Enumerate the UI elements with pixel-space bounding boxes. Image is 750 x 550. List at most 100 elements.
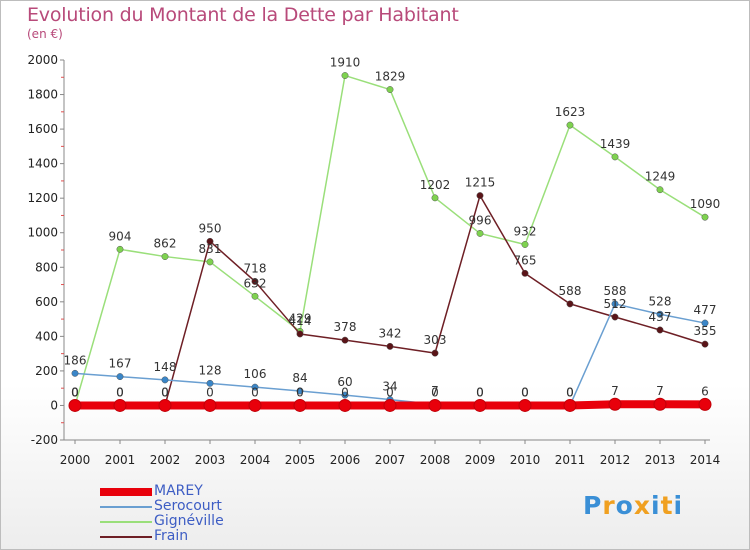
data-label-gignéville: 0 [71,385,79,399]
data-label-frain: 718 [244,261,267,275]
data-point-serocourt [611,300,619,308]
data-point-gignéville [116,245,124,253]
data-label-frain: 1215 [465,176,496,190]
y-tick-label: 1600 [27,122,58,136]
data-label-marey: 0 [161,385,169,399]
y-tick-label: 1000 [27,226,58,240]
data-label-serocourt: 84 [292,371,307,385]
data-label-frain: 414 [289,314,312,328]
data-label-marey: 0 [116,385,124,399]
data-point-frain [251,277,259,285]
data-point-serocourt [71,369,79,377]
x-tick-label: 2012 [600,453,631,467]
data-point-marey [293,398,307,412]
chart-subtitle: (en €) [27,27,63,41]
legend-item: Gignéville [100,514,224,529]
data-point-serocourt [251,383,259,391]
data-label-serocourt: 0 [476,385,484,399]
data-point-marey [473,398,487,412]
data-point-serocourt [656,310,664,318]
data-label-frain: 950 [199,221,222,235]
data-point-frain [296,330,304,338]
data-point-gignéville [206,258,214,266]
legend-label: Frain [154,528,189,544]
x-tick-label: 2002 [150,453,181,467]
data-label-marey: 6 [701,384,709,398]
data-label-gignéville: 1829 [375,70,406,84]
data-point-gignéville [566,121,574,129]
chart-title: Evolution du Montant de la Dette par Hab… [27,4,459,26]
data-label-marey: 7 [611,384,619,398]
y-tick-label: -200 [31,433,58,447]
data-point-gignéville [161,253,169,261]
data-label-gignéville: 1202 [420,178,451,192]
x-tick-label: 2008 [420,453,451,467]
data-label-marey: 0 [476,385,484,399]
data-point-marey [248,398,262,412]
data-label-marey: 0 [341,385,349,399]
proxiti-logo: Proxiti [583,491,684,520]
legend-item: Serocourt [100,499,224,514]
data-label-marey: 0 [71,385,79,399]
data-point-frain [611,313,619,321]
data-label-serocourt: 60 [337,375,352,389]
x-tick-label: 2014 [690,453,721,467]
data-label-gignéville: 632 [244,276,267,290]
data-point-marey [518,398,532,412]
data-point-marey [383,398,397,412]
data-point-marey [698,397,712,411]
x-tick-label: 2005 [285,453,316,467]
data-label-serocourt: 7 [431,384,439,398]
data-point-marey [653,397,667,411]
x-tick-label: 2001 [105,453,136,467]
y-tick-label: 400 [35,329,58,343]
data-label-serocourt: 128 [199,363,222,377]
y-tick-label: 800 [35,260,58,274]
data-label-gignéville: 932 [514,224,537,238]
data-point-serocourt [296,387,304,395]
data-label-frain: 355 [694,324,717,338]
data-label-frain: 765 [514,253,537,267]
data-label-frain: 342 [379,326,402,340]
data-point-marey [158,398,172,412]
data-point-gignéville [611,153,619,161]
data-point-gignéville [341,72,349,79]
x-tick-label: 2000 [60,453,91,467]
x-tick-label: 2010 [510,453,541,467]
data-label-marey: 0 [521,385,529,399]
x-tick-label: 2006 [330,453,361,467]
legend-swatch [100,535,152,538]
data-point-frain [566,300,574,308]
data-label-serocourt: 477 [694,303,717,317]
legend-swatch [100,520,152,523]
x-tick-label: 2009 [465,453,496,467]
legend-swatch [100,505,152,508]
data-label-frain: 437 [649,310,672,324]
data-point-gignéville [476,229,484,237]
legend-label: Gignéville [154,513,224,529]
data-label-gignéville: 904 [109,229,132,243]
data-label-serocourt: 186 [64,353,87,367]
x-tick-label: 2004 [240,453,271,467]
data-label-serocourt: 528 [649,294,672,308]
legend-label: Serocourt [154,498,222,514]
data-point-frain [701,340,709,348]
y-tick-label: 600 [35,295,58,309]
data-label-gignéville: 996 [469,213,492,227]
data-label-serocourt: 0 [521,385,529,399]
data-point-frain [476,192,484,200]
data-label-gignéville: 1439 [600,137,631,151]
data-point-gignéville [386,86,394,93]
data-label-marey: 0 [386,385,394,399]
y-tick-label: 0 [50,398,58,412]
data-point-frain [656,326,664,334]
data-point-frain [521,269,529,277]
data-label-marey: 0 [251,385,259,399]
y-tick-label: 1800 [27,88,58,102]
data-label-serocourt: 34 [382,380,397,394]
data-label-gignéville: 1910 [330,56,361,70]
data-point-gignéville [251,292,259,300]
data-label-serocourt: 106 [244,367,267,381]
data-label-frain: 303 [424,333,447,347]
